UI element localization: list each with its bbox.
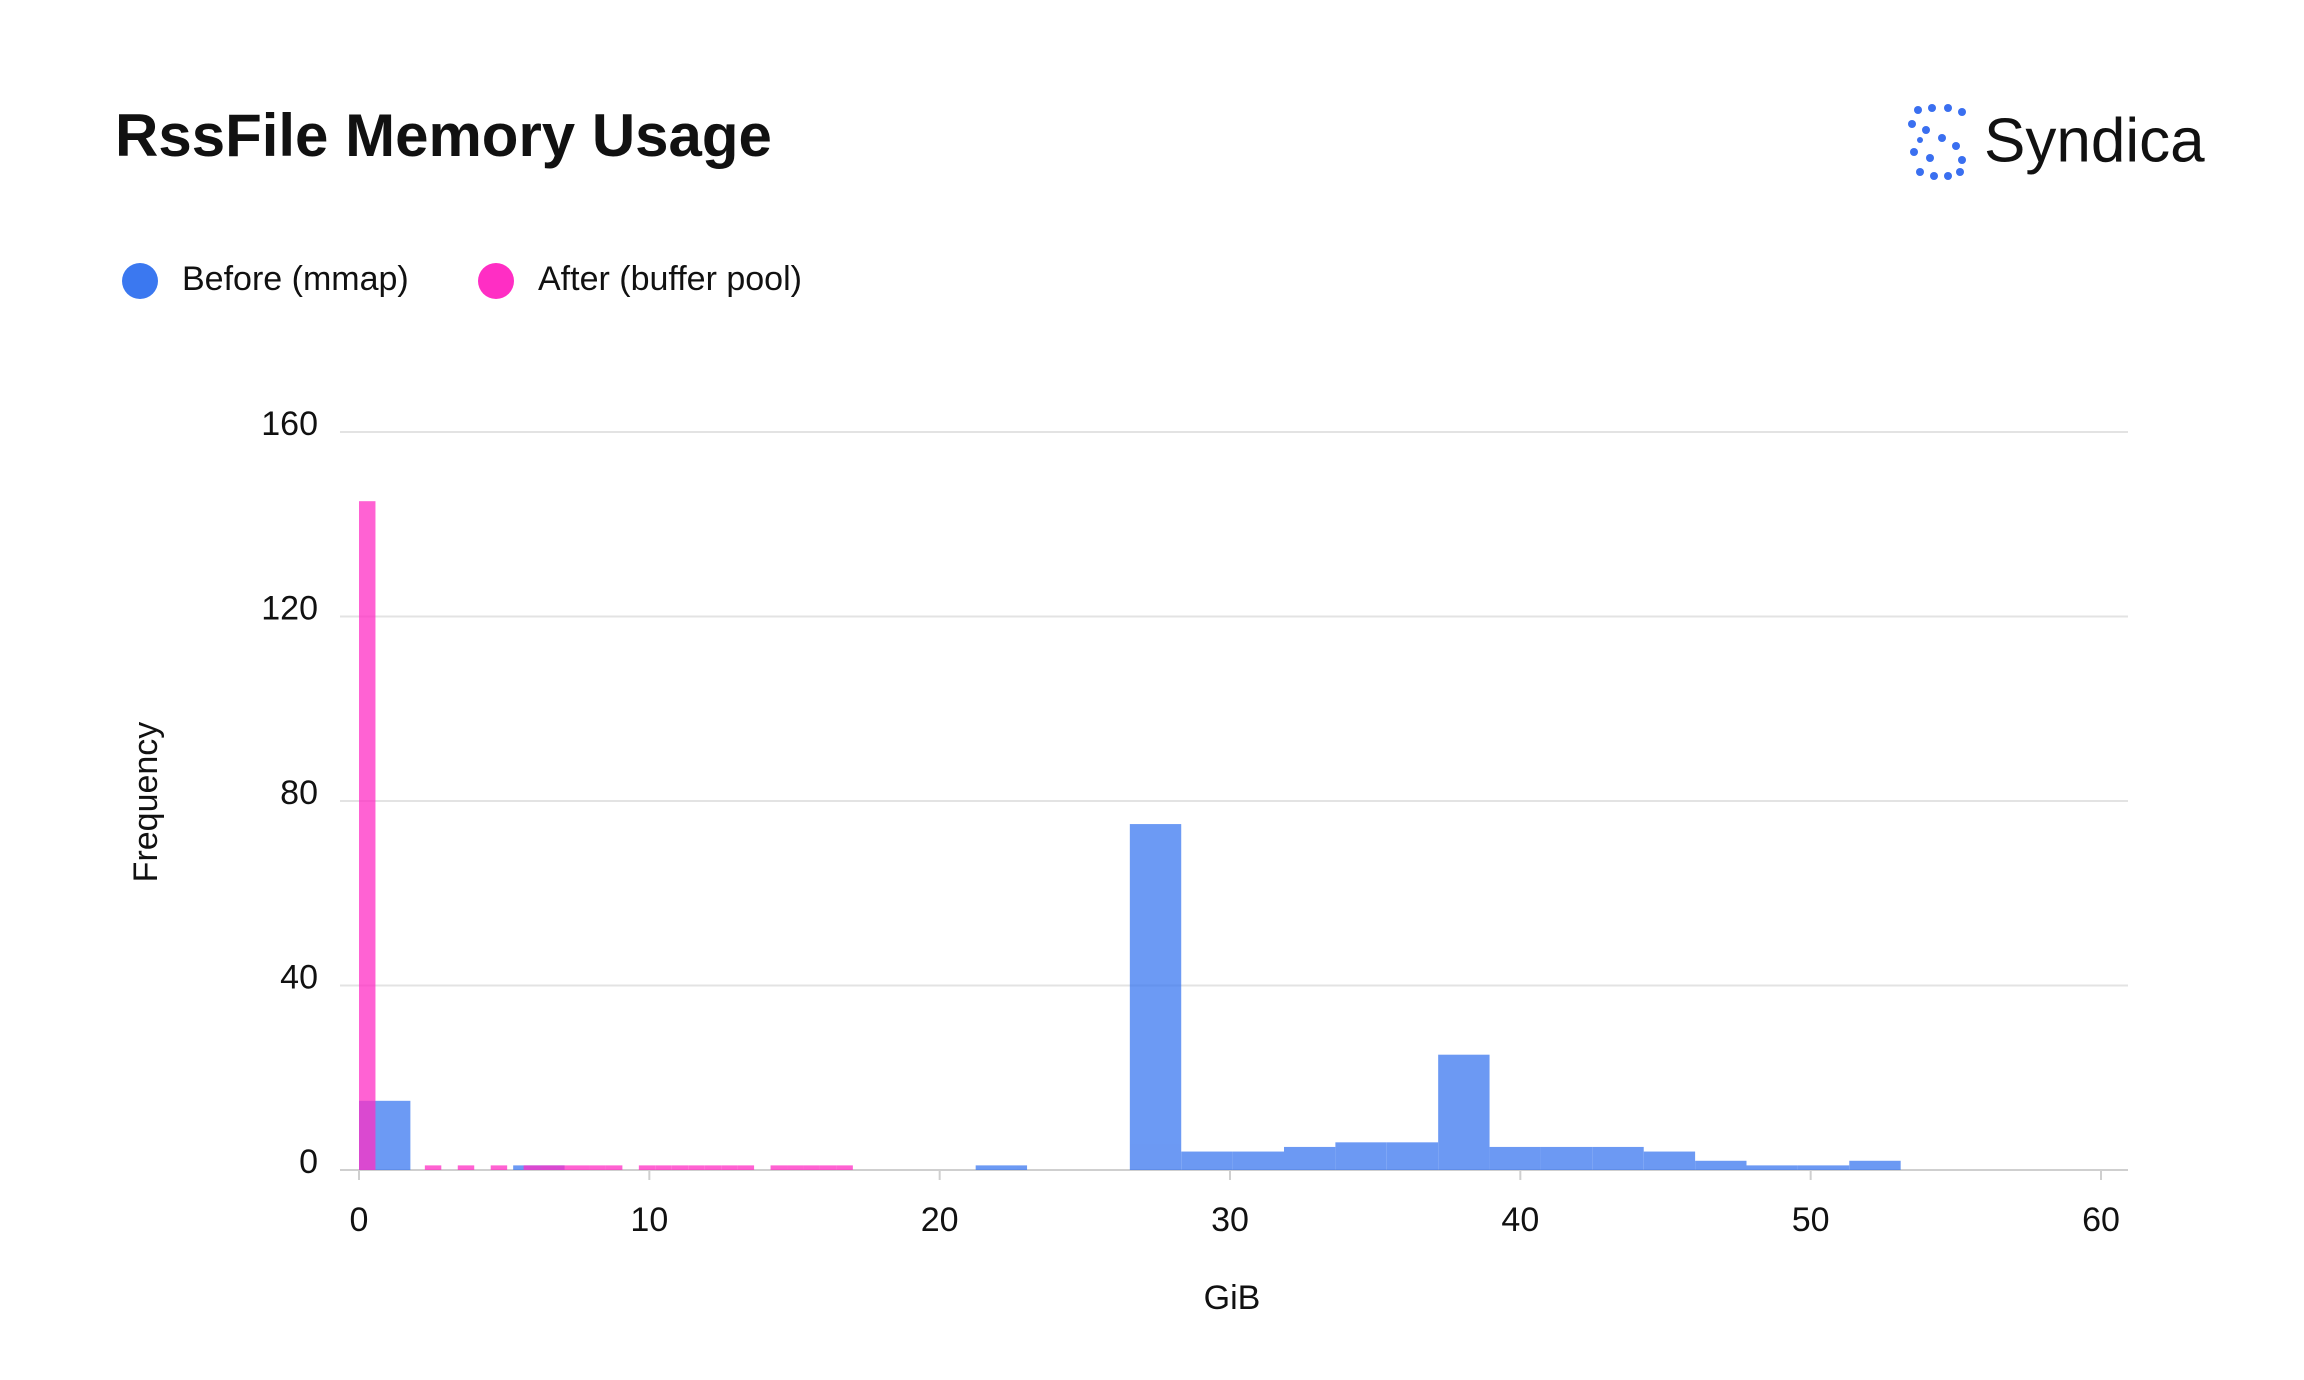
chart-title: RssFile Memory Usage [115, 102, 772, 169]
bar [556, 1165, 574, 1170]
bar [770, 1165, 788, 1170]
x-tick-label: 40 [1501, 1201, 1539, 1239]
bar [523, 1165, 541, 1170]
bar [1540, 1146, 1593, 1170]
bar [1438, 1054, 1490, 1170]
legend-marker [478, 263, 514, 299]
x-tick-label: 20 [921, 1201, 959, 1239]
bar [1849, 1160, 1901, 1170]
bar [1695, 1160, 1747, 1170]
bar [1489, 1146, 1541, 1170]
bar [1284, 1146, 1336, 1170]
y-tick-label: 0 [299, 1143, 318, 1181]
bar [975, 1165, 1028, 1170]
bar [1643, 1151, 1696, 1170]
y-tick-label: 160 [261, 405, 318, 443]
y-tick-label: 120 [261, 589, 318, 627]
bar [671, 1165, 689, 1170]
bar [1232, 1151, 1285, 1170]
bar [1386, 1142, 1439, 1170]
bar [803, 1165, 820, 1170]
series [359, 501, 853, 1170]
bar [688, 1165, 705, 1170]
bar [655, 1165, 672, 1170]
bar [704, 1165, 722, 1170]
bar [540, 1165, 557, 1170]
series [359, 824, 1901, 1170]
x-axis-label: GiB [1204, 1279, 1261, 1317]
bar [1129, 824, 1182, 1170]
brand-name: Syndica [1984, 106, 2205, 175]
bar [819, 1165, 837, 1170]
y-tick-label: 40 [280, 958, 318, 996]
legend-label: Before (mmap) [182, 260, 409, 298]
bar [457, 1165, 475, 1170]
bar [1181, 1151, 1233, 1170]
bar [787, 1165, 804, 1170]
bar [490, 1165, 508, 1170]
y-tick-label: 80 [280, 774, 318, 812]
bar [1797, 1165, 1850, 1170]
x-tick-label: 0 [350, 1201, 369, 1239]
bar [1592, 1146, 1644, 1170]
bar [605, 1165, 623, 1170]
bar [721, 1165, 738, 1170]
bar [573, 1165, 590, 1170]
x-tick-label: 50 [1792, 1201, 1830, 1239]
bar [589, 1165, 606, 1170]
legend-marker [122, 263, 158, 299]
bar [359, 501, 376, 1170]
bar [836, 1165, 853, 1170]
y-axis-label: Frequency [127, 722, 165, 883]
bar [424, 1165, 442, 1170]
bar [1335, 1142, 1387, 1170]
bar [1746, 1165, 1798, 1170]
x-tick-label: 60 [2082, 1201, 2120, 1239]
x-tick-label: 30 [1211, 1201, 1249, 1239]
x-tick-label: 10 [630, 1201, 668, 1239]
brand-logo: Syndica [1908, 104, 2205, 180]
bar [737, 1165, 755, 1170]
legend-label: After (buffer pool) [538, 260, 802, 298]
bar [638, 1165, 656, 1170]
